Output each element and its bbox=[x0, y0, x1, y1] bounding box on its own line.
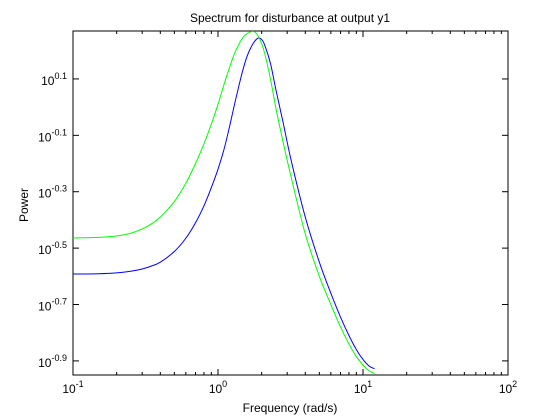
x-axis-ticks: 10-1 100 101 102 bbox=[62, 31, 517, 396]
series-line-2 bbox=[72, 30, 375, 375]
y-tick-label: 10-0.3 bbox=[38, 184, 67, 201]
series-line-1 bbox=[72, 37, 375, 370]
curves-group bbox=[72, 30, 375, 375]
x-tick-label: 102 bbox=[499, 379, 517, 396]
y-tick-label: 10-0.7 bbox=[38, 297, 67, 314]
chart-title: Spectrum for disturbance at output y1 bbox=[190, 11, 390, 25]
y-tick-label: 100.1 bbox=[41, 71, 67, 88]
y-tick-label: 10-0.5 bbox=[38, 240, 67, 257]
x-tick-label: 101 bbox=[354, 379, 372, 396]
x-tick-label: 100 bbox=[209, 379, 227, 396]
x-tick-label: 10-1 bbox=[62, 379, 83, 396]
y-tick-label: 10-0.9 bbox=[38, 353, 67, 370]
y-tick-label: 10-0.1 bbox=[38, 127, 67, 144]
y-axis-label: Power bbox=[17, 188, 31, 222]
x-axis-label: Frequency (rad/s) bbox=[243, 401, 338, 415]
plot-area bbox=[72, 30, 509, 376]
y-axis-ticks: 100.1 10-0.1 10-0.3 10-0.5 10-0.7 10-0.9 bbox=[38, 71, 508, 370]
